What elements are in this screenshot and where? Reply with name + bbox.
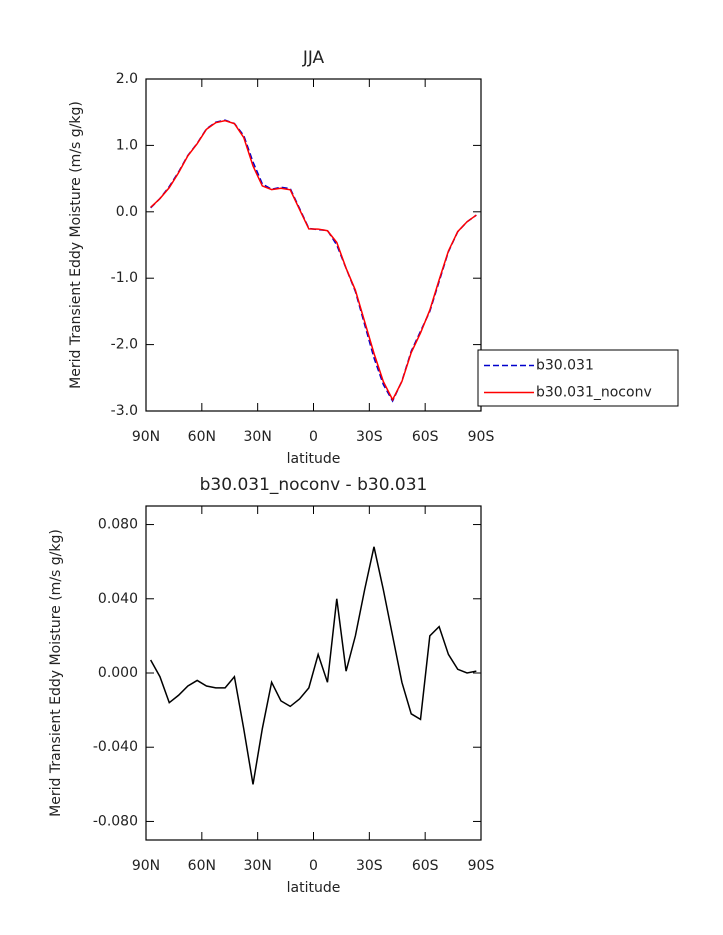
x-tick-label: 60N: [188, 429, 216, 445]
y-tick-label: -0.040: [93, 739, 138, 755]
legend-label: b30.031: [536, 358, 594, 374]
x-axis-label: latitude: [287, 451, 341, 467]
x-tick-label: 30N: [244, 858, 272, 874]
chart-title: JJA: [302, 48, 325, 68]
x-tick-label: 60S: [412, 858, 439, 874]
x-tick-label: 0: [309, 429, 318, 445]
x-tick-label: 60S: [412, 429, 439, 445]
x-tick-label: 90N: [132, 429, 160, 445]
y-tick-label: -3.0: [111, 403, 138, 419]
series-line: [150, 119, 477, 403]
y-tick-label: 0.080: [98, 517, 138, 533]
x-tick-label: 60N: [188, 858, 216, 874]
y-tick-label: -0.080: [93, 813, 138, 829]
series-line: [150, 119, 477, 402]
x-tick-label: 90S: [468, 429, 495, 445]
x-tick-label: 30N: [244, 429, 272, 445]
series-line: [149, 546, 477, 785]
y-tick-label: 1.0: [116, 137, 138, 153]
x-tick-label: 30S: [356, 858, 383, 874]
y-tick-label: -1.0: [111, 270, 138, 286]
plot-frame: [145, 78, 482, 412]
y-tick-label: 0.000: [98, 665, 138, 681]
y-tick-label: 0.0: [116, 204, 138, 220]
legend-box: [477, 349, 679, 407]
legend-label: b30.031_noconv: [536, 385, 652, 401]
y-axis-label: Merid Transient Eddy Moisture (m/s g/kg): [48, 529, 64, 817]
x-axis-label: latitude: [287, 880, 341, 896]
y-tick-label: 0.040: [98, 591, 138, 607]
x-tick-label: 90S: [468, 858, 495, 874]
y-axis-label: Merid Transient Eddy Moisture (m/s g/kg): [68, 101, 84, 389]
y-tick-label: -2.0: [111, 337, 138, 353]
x-tick-label: 0: [309, 858, 318, 874]
chart-title: b30.031_noconv - b30.031: [200, 475, 428, 495]
y-tick-label: 2.0: [116, 71, 138, 87]
x-tick-label: 30S: [356, 429, 383, 445]
x-tick-label: 90N: [132, 858, 160, 874]
